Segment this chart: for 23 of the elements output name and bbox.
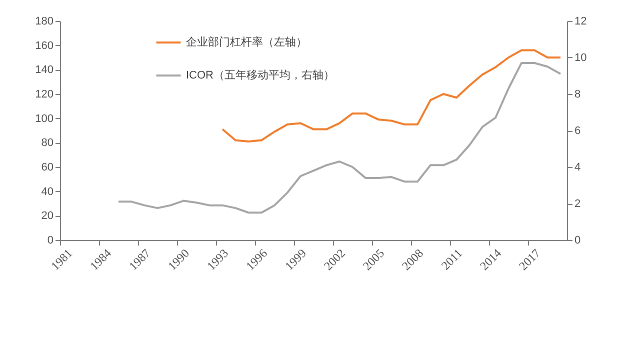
y-tick-label: 60 — [41, 162, 54, 174]
y2-tick-label: 8 — [574, 88, 581, 100]
y-tick-label: 80 — [41, 137, 54, 150]
x-tick-label: 2011 — [438, 246, 465, 273]
line-series — [118, 62, 562, 214]
y2-tick-label: 12 — [574, 16, 587, 28]
y2-tick-label: 2 — [574, 198, 581, 210]
y2-tick-label: 4 — [574, 162, 581, 174]
line-series — [222, 49, 562, 142]
x-tick-label: 1981 — [48, 246, 75, 273]
y-tick-label: 180 — [35, 16, 54, 28]
y-tick-label: 0 — [47, 234, 54, 246]
y-tick-label: 40 — [41, 186, 54, 198]
y-tick-label: 140 — [35, 64, 54, 76]
y-tick-label: 160 — [35, 40, 54, 52]
legend-label: ICOR（五年移动平均，右轴） — [186, 68, 334, 82]
y2-tick-label: 6 — [574, 125, 581, 137]
y2-tick-label: 0 — [574, 234, 581, 246]
legend-label: 企业部门杠杆率（左轴） — [186, 36, 307, 48]
y-tick-label: 20 — [41, 210, 54, 222]
y-tick-label: 120 — [35, 88, 54, 100]
y2-tick-label: 10 — [574, 52, 587, 64]
y-tick-label: 100 — [35, 112, 54, 125]
